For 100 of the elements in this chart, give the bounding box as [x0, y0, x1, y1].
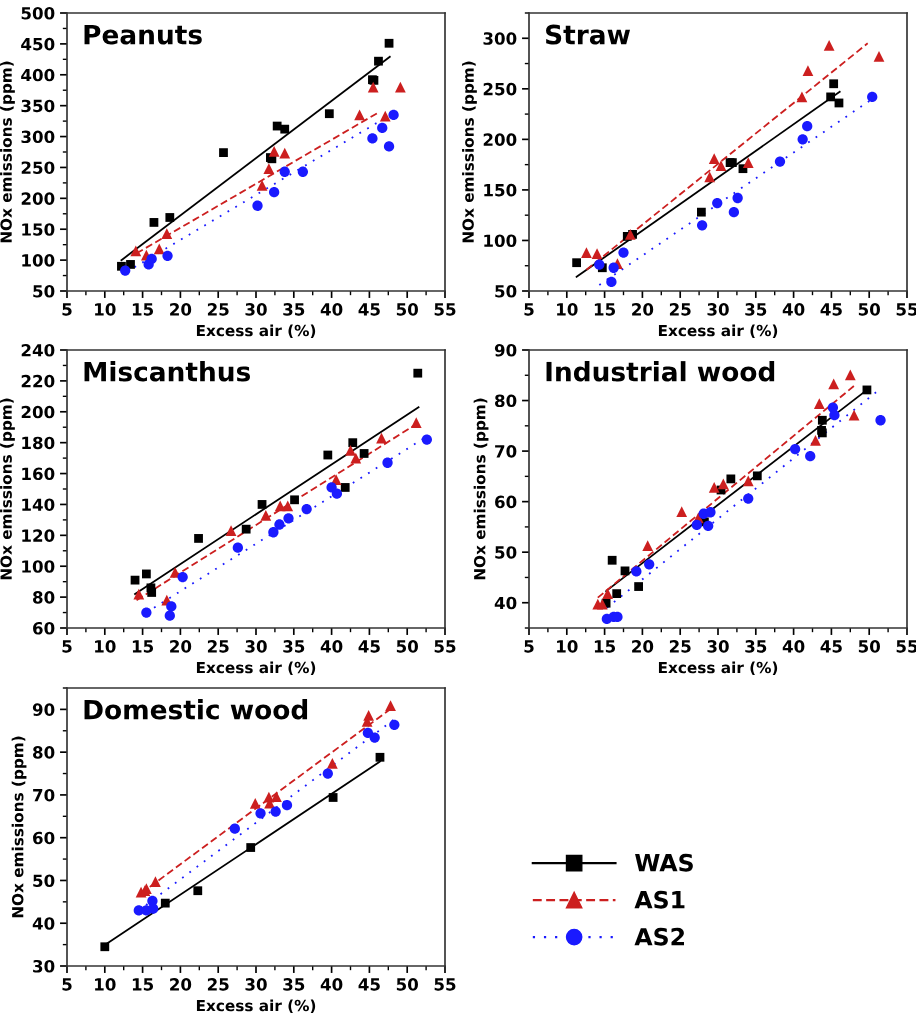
- point: [829, 79, 839, 89]
- point: [345, 445, 356, 456]
- point: [323, 450, 333, 460]
- point: [844, 369, 856, 381]
- point: [805, 451, 816, 462]
- x-tick-label: 10: [95, 640, 116, 653]
- x-tick-label: 15: [594, 303, 616, 316]
- point: [802, 121, 813, 132]
- y-tick-label: 120: [22, 529, 55, 542]
- y-tick-label: 100: [22, 254, 55, 267]
- point: [642, 540, 654, 551]
- point: [249, 798, 261, 809]
- x-axis-title: Excess air (%): [196, 661, 316, 676]
- point: [162, 250, 173, 261]
- point: [594, 259, 605, 270]
- x-tick-label: 45: [820, 640, 842, 653]
- x-tick-label: 50: [396, 978, 418, 991]
- point: [279, 166, 290, 177]
- y-tick-label: 100: [484, 234, 517, 248]
- point: [691, 519, 702, 531]
- point: [742, 475, 754, 487]
- point: [252, 200, 263, 211]
- point: [384, 38, 394, 48]
- point: [410, 417, 422, 428]
- x-tick-label: 50: [858, 303, 880, 316]
- x-tick-label: 45: [358, 640, 380, 653]
- x-tick-label: 35: [745, 303, 767, 316]
- point: [385, 700, 396, 711]
- point: [130, 245, 142, 257]
- y-axis-title: NOx emissions (ppm): [0, 398, 15, 580]
- point: [382, 457, 393, 468]
- point: [797, 134, 808, 145]
- y-tick-label: 150: [22, 223, 55, 236]
- point: [257, 500, 267, 509]
- chart-title: Miscanthus: [84, 361, 251, 382]
- x-tick-label: 50: [396, 303, 418, 316]
- point: [813, 398, 825, 409]
- point: [696, 220, 708, 231]
- point: [147, 588, 157, 597]
- point: [326, 757, 338, 769]
- point: [644, 559, 655, 570]
- point: [728, 207, 740, 218]
- y-tick-label: 50: [33, 874, 55, 888]
- x-tick-label: 50: [858, 640, 880, 653]
- point: [388, 109, 399, 121]
- point: [219, 148, 228, 158]
- y-tick-label: 200: [21, 405, 55, 419]
- point: [703, 520, 714, 532]
- x-tick-label: 20: [170, 640, 192, 653]
- point: [826, 92, 836, 102]
- x-tick-label: 10: [557, 303, 578, 316]
- point: [279, 147, 291, 159]
- point: [281, 800, 293, 811]
- point: [873, 51, 885, 62]
- x-tick-label: 15: [594, 640, 616, 653]
- point: [282, 500, 294, 512]
- point: [618, 247, 629, 258]
- y-tick-label: 100: [22, 560, 55, 573]
- point: [301, 503, 312, 515]
- point: [708, 482, 720, 493]
- x-tick-label: 55: [434, 978, 456, 991]
- point: [379, 110, 391, 122]
- y-tick-label: 50: [33, 284, 55, 298]
- point: [232, 542, 244, 553]
- point: [848, 409, 860, 421]
- x-tick-label: 20: [632, 303, 654, 316]
- point: [153, 243, 165, 255]
- y-tick-label: 220: [21, 374, 55, 388]
- x-tick-label: 5: [524, 303, 534, 316]
- point: [331, 488, 343, 499]
- point: [712, 197, 723, 209]
- point: [581, 247, 592, 258]
- x-tick-label: 40: [782, 303, 805, 316]
- point: [193, 886, 203, 896]
- point: [607, 555, 617, 565]
- x-tick-label: 10: [95, 978, 116, 991]
- point: [268, 527, 279, 538]
- point: [271, 791, 282, 803]
- point: [704, 171, 716, 183]
- point: [246, 843, 256, 852]
- point: [383, 141, 395, 152]
- y-tick-label: 60: [495, 495, 517, 509]
- chart-title: Domestic wood: [84, 699, 308, 720]
- point: [367, 81, 379, 93]
- x-tick-label: 25: [669, 303, 691, 316]
- x-axis-title: Excess air (%): [196, 324, 316, 339]
- point: [149, 218, 159, 227]
- chart-title: Straw: [546, 24, 631, 45]
- point: [350, 452, 362, 464]
- y-tick-label: 180: [22, 436, 55, 450]
- y-tick-label: 140: [22, 498, 55, 512]
- x-tick-label: 30: [245, 640, 267, 653]
- point: [328, 793, 338, 802]
- y-tick-label: 50: [495, 546, 517, 559]
- legend-label: WAS: [635, 853, 693, 872]
- point: [817, 415, 827, 425]
- point: [363, 709, 375, 721]
- y-tick-label: 70: [33, 788, 55, 802]
- point: [297, 166, 309, 177]
- point: [726, 474, 736, 484]
